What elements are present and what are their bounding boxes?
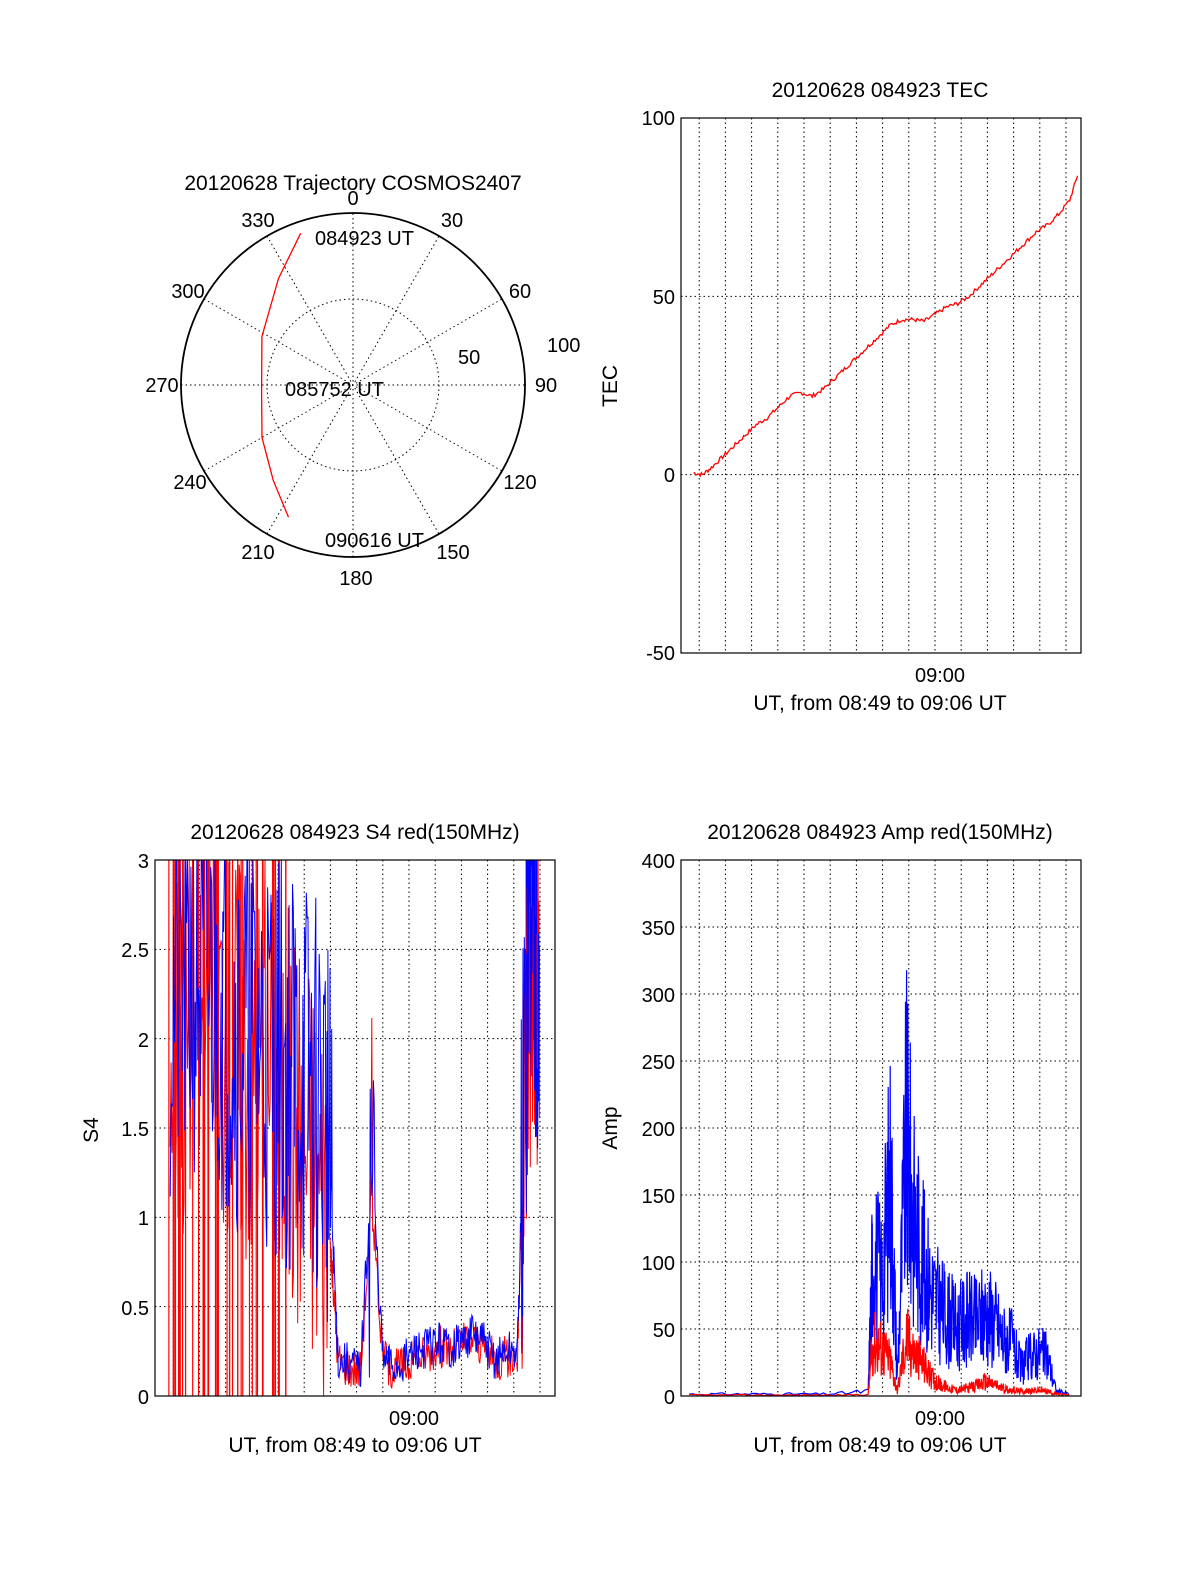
amp-ytick-350: 350	[642, 918, 675, 940]
tec-ytick-50: 50	[653, 287, 675, 309]
tec-xtick-0900: 09:00	[915, 665, 965, 687]
s4-xlabel: UT, from 08:49 to 09:06 UT	[228, 1434, 481, 1457]
tec-frame	[680, 117, 1082, 654]
tec-grid	[681, 118, 1081, 653]
amp-frame	[680, 859, 1082, 1397]
s4-frame	[154, 859, 556, 1397]
amp-panel: 20120628 084923 Amp red(150MHz) 400 350 …	[599, 821, 1082, 1457]
s4-ylabel: S4	[80, 1117, 103, 1143]
polar-azimuth-label: 120	[503, 472, 536, 494]
tec-ytick-minus50: -50	[646, 643, 675, 665]
trajectory-end-label: 090616 UT	[325, 530, 424, 552]
polar-azimuth-label: 270	[145, 375, 178, 397]
amp-ylabel: Amp	[599, 1106, 622, 1149]
polar-azimuth-label: 60	[509, 281, 531, 303]
tec-ytick-0: 0	[664, 465, 675, 487]
amp-ytick-200: 200	[642, 1119, 675, 1141]
amp-ytick-300: 300	[642, 985, 675, 1007]
amp-ytick-250: 250	[642, 1052, 675, 1074]
s4-panel: 20120628 084923 S4 red(150MHz) 3 2.5 2 1…	[80, 821, 556, 1457]
amp-ytick-0: 0	[664, 1387, 675, 1409]
s4-blue-series-line	[169, 859, 540, 1387]
tec-panel: 20120628 084923 TEC 100 50 0 -50 09:00 U…	[599, 79, 1082, 715]
s4-xtick-0900: 09:00	[389, 1408, 439, 1430]
polar-azimuth-label: 210	[241, 542, 274, 564]
amp-ytick-150: 150	[642, 1186, 675, 1208]
amp-blue-series-line	[688, 970, 1070, 1397]
amp-title: 20120628 084923 Amp red(150MHz)	[707, 821, 1053, 844]
polar-title: 20120628 Trajectory COSMOS2407	[184, 172, 521, 195]
trajectory-start-label: 084923 UT	[315, 228, 414, 250]
polar-radial-label-100: 100	[547, 335, 580, 357]
polar-azimuth-label: 150	[436, 542, 469, 564]
polar-azimuth-labels: 0 30 60 90 120 150 180 210 240 270 300 330	[145, 188, 557, 590]
s4-ytick-1-5: 1.5	[121, 1119, 149, 1141]
amp-xtick-0900: 09:00	[915, 1408, 965, 1430]
polar-azimuth-label: 0	[347, 188, 358, 210]
amp-ytick-100: 100	[642, 1253, 675, 1275]
polar-azimuth-label: 300	[171, 281, 204, 303]
s4-ytick-1: 1	[138, 1208, 149, 1230]
s4-ytick-2: 2	[138, 1030, 149, 1052]
tec-series-line	[693, 175, 1079, 478]
tec-ytick-100: 100	[642, 108, 675, 130]
s4-y-ticks: 3 2.5 2 1.5 1 0.5 0	[121, 851, 149, 1409]
s4-ytick-3: 3	[138, 851, 149, 873]
s4-ytick-2-5: 2.5	[121, 940, 149, 962]
s4-title: 20120628 084923 S4 red(150MHz)	[190, 821, 519, 844]
tec-y-ticks: 100 50 0 -50	[642, 108, 675, 665]
tec-xlabel: UT, from 08:49 to 09:06 UT	[753, 692, 1006, 715]
polar-azimuth-label: 90	[535, 375, 557, 397]
polar-azimuth-label: 240	[173, 472, 206, 494]
polar-spokes	[181, 213, 525, 557]
amp-ytick-400: 400	[642, 851, 675, 873]
amp-ytick-50: 50	[653, 1320, 675, 1342]
amp-red-series-line	[688, 1308, 1070, 1398]
trajectory-mid-label: 085752 UT	[285, 379, 384, 401]
polar-radial-label-50: 50	[458, 347, 480, 369]
amp-y-ticks: 400 350 300 250 200 150 100 50 0	[642, 851, 675, 1409]
s4-ytick-0: 0	[138, 1387, 149, 1409]
polar-azimuth-label: 330	[241, 210, 274, 232]
trajectory-line	[260, 232, 302, 518]
amp-xlabel: UT, from 08:49 to 09:06 UT	[753, 1434, 1006, 1457]
polar-azimuth-label: 180	[339, 568, 372, 590]
polar-spoke	[266, 235, 440, 535]
polar-azimuth-label: 30	[441, 210, 463, 232]
polar-panel: 20120628 Trajectory COSMOS2407 0 30 60 90 12…	[145, 172, 580, 590]
tec-ylabel: TEC	[599, 365, 622, 407]
tec-title: 20120628 084923 TEC	[772, 79, 989, 102]
s4-ytick-0-5: 0.5	[121, 1298, 149, 1320]
